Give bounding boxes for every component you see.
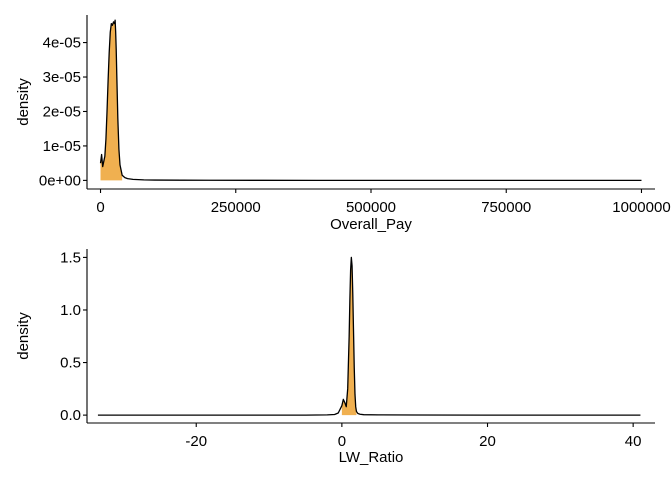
x-tick-label: 40 (625, 433, 642, 450)
x-tick-label: 250000 (211, 199, 261, 216)
y-tick-label: 1.0 (60, 302, 81, 319)
x-tick-label: 500000 (346, 199, 396, 216)
density-line (97, 256, 641, 416)
x-tick-label: 1000000 (612, 199, 670, 216)
overall-pay-panel: 0e+00 1e-05 2e-05 3e-05 4e-05 0 250000 500000 75… (15, 15, 671, 233)
density-line (99, 19, 642, 182)
y-tick-label: 1e-05 (43, 138, 81, 155)
x-tick-label: 20 (479, 433, 496, 450)
y-tick-label: 2e-05 (43, 103, 81, 120)
x-tick-label: -20 (185, 433, 207, 450)
x-axis-title: LW_Ratio (339, 449, 404, 466)
y-tick-label: 0.5 (60, 355, 81, 372)
y-tick-label: 0e+00 (39, 172, 81, 189)
x-tick-label: 750000 (481, 199, 531, 216)
lw-ratio-panel: 0.0 0.5 1.0 1.5 -20 0 20 40 LW_Ratio density (15, 249, 655, 466)
y-axis-title: density (15, 312, 32, 360)
y-tick-label: 0.0 (60, 407, 81, 424)
x-axis-title: Overall_Pay (330, 216, 412, 233)
x-tick-label: 0 (96, 199, 104, 216)
y-tick-label: 1.5 (60, 249, 81, 266)
y-tick-label: 3e-05 (43, 69, 81, 86)
y-axis-title: density (15, 78, 32, 126)
x-tick-label: 0 (338, 433, 346, 450)
y-tick-label: 4e-05 (43, 35, 81, 52)
